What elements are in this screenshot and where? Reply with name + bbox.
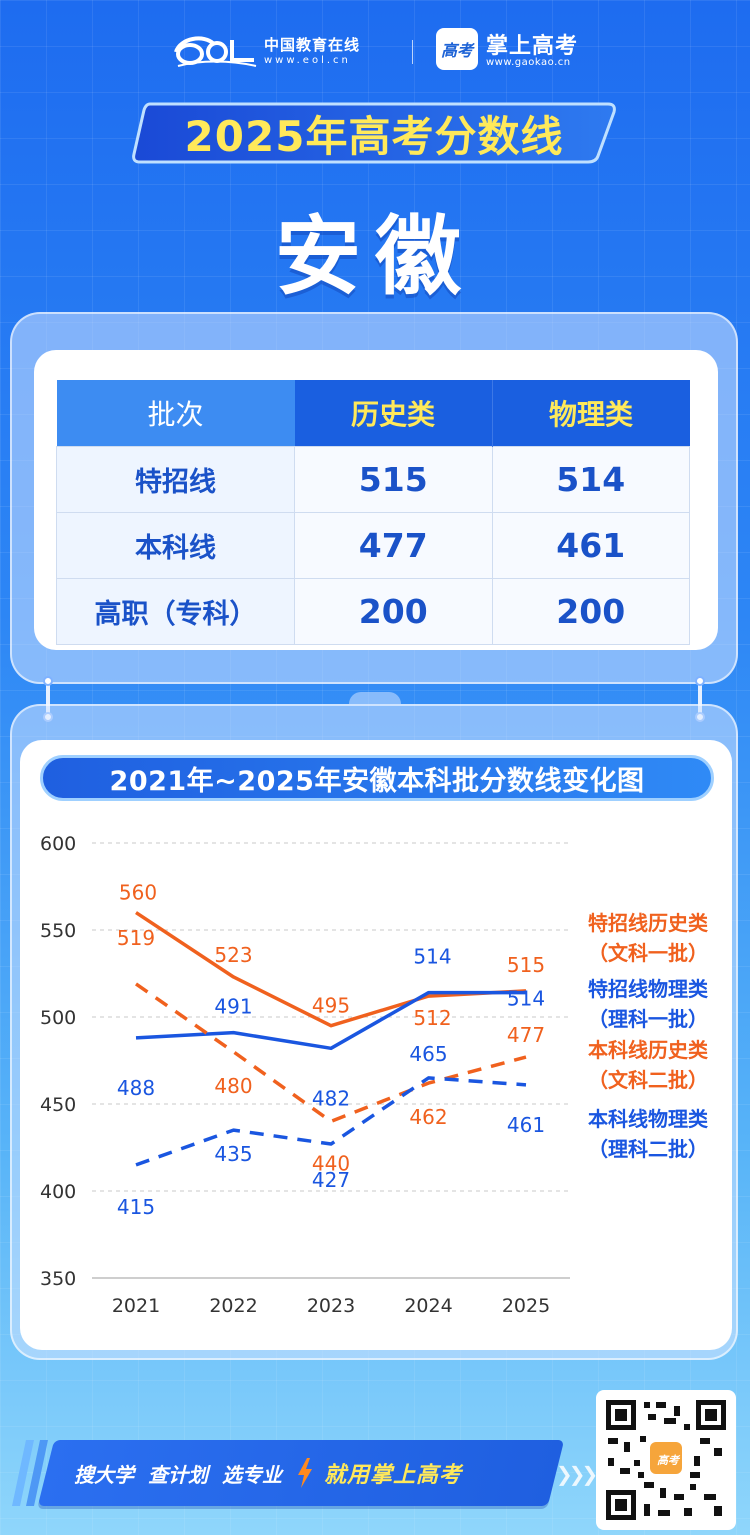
data-label: 465 — [409, 1042, 447, 1066]
series-line — [135, 990, 526, 1051]
page-title: 2025年高考分数线 — [184, 111, 564, 161]
data-label: 514 — [507, 987, 545, 1011]
data-label: 488 — [117, 1076, 155, 1100]
legend-sublabel: （文科一批） — [588, 941, 708, 965]
province-title: 安徽 — [275, 207, 475, 307]
y-tick-label: 450 — [40, 1094, 76, 1116]
legend-sublabel: （文科二批） — [588, 1068, 708, 1092]
qr-code-icon — [604, 1398, 728, 1522]
data-label: 512 — [413, 1006, 451, 1030]
gaokao-name: 掌上高考 — [486, 34, 579, 59]
footer-item: 查计划 — [148, 1462, 208, 1487]
x-tick-label: 2022 — [209, 1295, 257, 1317]
eol-url: www.eol.cn — [264, 55, 351, 66]
footer-item: 搜大学 — [74, 1462, 134, 1487]
physics-score: 514 — [491, 445, 690, 513]
y-tick-label: 400 — [40, 1181, 76, 1203]
series-line — [135, 1076, 527, 1167]
data-label: 435 — [214, 1142, 252, 1166]
legend-label: 本科线物理类 — [588, 1107, 708, 1131]
connector-dot — [695, 676, 705, 686]
data-label: 427 — [312, 1168, 350, 1192]
gaokao-logo-icon: 高考 — [436, 28, 478, 70]
legend-label: 本科线历史类 — [588, 1038, 708, 1062]
score-table: 批次 历史类 物理类 特招线 515 514 本科线 477 461 高职（专科… — [56, 380, 690, 645]
legend-label: 特招线物理类 — [588, 977, 708, 1001]
legend-sublabel: （理科二批） — [588, 1137, 708, 1161]
data-label: 482 — [312, 1086, 350, 1110]
header-logos: 中国教育在线 www.eol.cn 高考 掌上高考 www.gaokao.cn — [0, 26, 750, 76]
physics-score: 461 — [491, 511, 690, 579]
legend-sublabel: （理科一批） — [588, 1007, 708, 1031]
footer-item: 选专业 — [222, 1462, 282, 1487]
y-tick-label: 600 — [40, 833, 76, 855]
series-line — [135, 982, 527, 1124]
x-tick-label: 2021 — [112, 1295, 160, 1317]
data-label: 514 — [413, 945, 451, 969]
legend-item: 本科线物理类 （理科二批） — [563, 1104, 733, 1164]
header-physics: 物理类 — [492, 380, 690, 446]
gaokao-url: www.gaokao.cn — [486, 57, 571, 68]
data-label: 515 — [507, 953, 545, 977]
card-connector-right — [698, 684, 702, 714]
double-chevron-right-icon: ❯❯❯ — [556, 1462, 598, 1486]
y-tick-label: 350 — [40, 1268, 76, 1290]
title-banner: 2025年高考分数线 — [130, 98, 618, 168]
x-tick-label: 2024 — [404, 1295, 452, 1317]
history-score: 200 — [294, 577, 493, 645]
connector-dot — [43, 676, 53, 686]
lightning-icon — [298, 1458, 312, 1488]
chart-card-inner — [20, 740, 732, 1350]
y-tick-label: 550 — [40, 920, 76, 942]
table-row: 高职（专科） 200 200 — [56, 577, 690, 645]
header-history: 历史类 — [294, 380, 493, 446]
eol-logo-icon — [174, 36, 257, 67]
legend-item: 特招线物理类 （理科一批） — [563, 974, 733, 1034]
x-tick-label: 2023 — [307, 1295, 355, 1317]
header-batch: 批次 — [56, 380, 295, 446]
card-notch — [349, 692, 401, 706]
y-tick-label: 500 — [40, 1007, 76, 1029]
data-label: 523 — [214, 943, 252, 967]
qr-logo-badge: 高考 — [657, 1454, 679, 1467]
data-label: 519 — [117, 926, 155, 950]
table-row: 本科线 477 461 — [56, 511, 690, 579]
chart-card — [10, 704, 738, 1360]
data-label: 480 — [214, 1074, 252, 1098]
batch-label: 本科线 — [56, 511, 295, 579]
table-header-row: 批次 历史类 物理类 — [56, 380, 690, 446]
data-label: 461 — [507, 1113, 545, 1137]
history-score: 477 — [294, 511, 493, 579]
eol-name: 中国教育在线 — [264, 36, 361, 54]
data-label: 415 — [117, 1195, 155, 1219]
legend-item: 本科线历史类 （文科二批） — [563, 1035, 733, 1095]
footer-cta: 就用掌上高考 — [324, 1463, 463, 1488]
footer-stripes-icon — [12, 1440, 48, 1506]
physics-score: 200 — [491, 577, 690, 645]
qr-code[interactable]: 高考 — [596, 1390, 736, 1530]
legend-item: 特招线历史类 （文科一批） — [563, 908, 733, 968]
history-score: 515 — [294, 445, 493, 513]
x-tick-label: 2025 — [502, 1295, 550, 1317]
legend-label: 特招线历史类 — [588, 911, 708, 935]
card-connector-left — [46, 684, 50, 714]
data-label: 440 — [312, 1151, 350, 1175]
batch-label: 高职（专科） — [56, 577, 295, 645]
logo-divider — [412, 40, 413, 64]
data-label: 491 — [214, 995, 252, 1019]
data-label: 560 — [119, 881, 157, 905]
chart-title: 2021年~2025年安徽本科批分数线变化图 — [40, 755, 714, 801]
footer-slogan: 搜大学 查计划 选专业 就用掌上高考 — [74, 1440, 554, 1506]
data-label: 462 — [409, 1105, 447, 1129]
data-label: 477 — [507, 1023, 545, 1047]
data-label: 495 — [312, 994, 350, 1018]
